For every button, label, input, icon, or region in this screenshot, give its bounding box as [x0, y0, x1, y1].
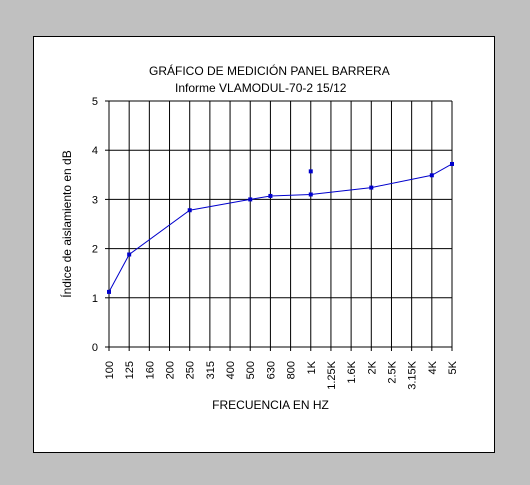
- x-tick-label: 315: [205, 361, 217, 379]
- chart-plot: 0 1 2 3 4 5 100 125 160 200 250 315 400 500 630 800 1K 1.…: [59, 96, 459, 412]
- x-tick-label: 250: [185, 361, 197, 379]
- x-tick-label: 200: [165, 361, 177, 379]
- x-tick-label: 2.5K: [386, 360, 398, 383]
- series-line: [108, 163, 453, 293]
- data-point: [127, 252, 132, 257]
- data-point: [187, 208, 192, 213]
- x-axis-title: FRECUENCIA EN HZ: [212, 398, 329, 412]
- x-tick-label: 630: [265, 361, 277, 379]
- data-point: [369, 185, 374, 190]
- x-tick-label: 1.6K: [346, 360, 358, 383]
- data-point: [107, 289, 111, 294]
- x-tick-label: 2K: [366, 360, 378, 374]
- y-tick-label: 1: [92, 293, 98, 305]
- data-point: [308, 192, 313, 197]
- y-axis-title: Índice de aislamiento en dB: [59, 150, 74, 297]
- x-tick-label: 5K: [447, 360, 459, 374]
- x-tick-label: 500: [245, 361, 257, 379]
- data-point: [429, 173, 434, 178]
- x-tick-label: 100: [104, 361, 116, 379]
- x-tick-label: 1K: [306, 360, 318, 374]
- y-tick-label: 5: [92, 96, 98, 108]
- y-tick-label: 0: [92, 342, 98, 354]
- data-point: [268, 193, 273, 198]
- x-tick-label: 800: [286, 361, 298, 379]
- data-point: [450, 161, 454, 166]
- y-tick-label: 4: [92, 145, 98, 157]
- x-tick-label: 125: [124, 361, 136, 379]
- data-point: [308, 169, 313, 174]
- x-tick-label: 400: [225, 361, 237, 379]
- x-tick-label: 3.15K: [407, 360, 419, 389]
- y-tick-label: 3: [92, 194, 98, 206]
- chart-frame: GRÁFICO DE MEDICIÓN PANEL BARRERA Inform…: [33, 36, 495, 453]
- chart-title: GRÁFICO DE MEDICIÓN PANEL BARRERA: [149, 64, 390, 78]
- chart-subtitle: Informe VLAMODUL-70-2 15/12: [175, 81, 347, 95]
- x-tick-label: 1.25K: [326, 360, 338, 389]
- y-tick-label: 2: [92, 244, 98, 256]
- x-tick-label: 4K: [427, 360, 439, 374]
- data-point: [248, 197, 253, 202]
- x-tick-label: 160: [144, 361, 156, 379]
